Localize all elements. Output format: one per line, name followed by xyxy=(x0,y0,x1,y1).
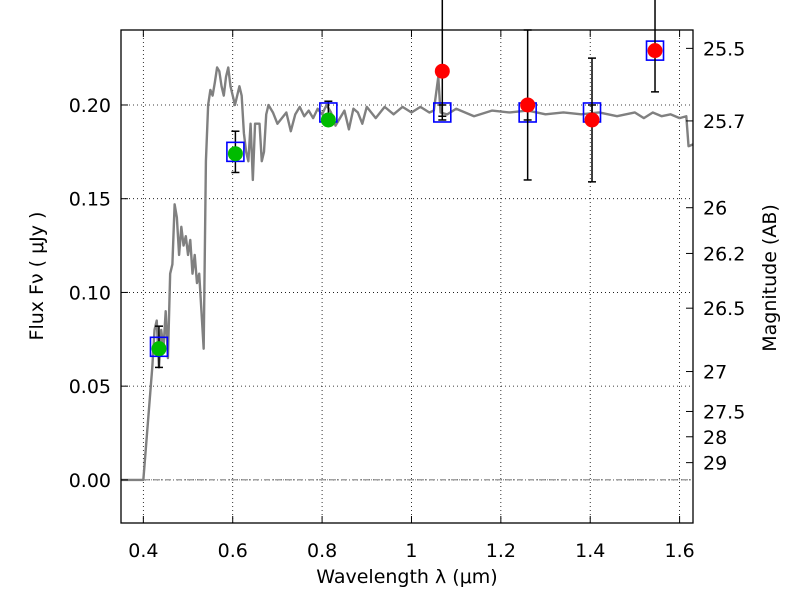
y-tick-label: 0.20 xyxy=(69,95,111,117)
x-tick-label: 0.8 xyxy=(307,540,337,562)
right-tick-label: 26 xyxy=(703,198,727,220)
right-tick-label: 26.5 xyxy=(703,298,745,320)
y-tick-label: 0.15 xyxy=(69,189,111,211)
photometry-points xyxy=(149,0,665,369)
x-axis-label: Wavelength λ (μm) xyxy=(316,566,497,588)
x-tick-label: 0.6 xyxy=(218,540,248,562)
model-spectrum xyxy=(121,66,694,482)
right-tick-label: 25.7 xyxy=(703,111,745,133)
plot-frame xyxy=(120,29,694,524)
y-axis-label: Flux Fν ( μJy ) xyxy=(26,212,48,341)
y-tick-label: 0.05 xyxy=(69,376,111,398)
right-tick-label: 26.2 xyxy=(703,243,745,265)
x-tick-label: 1.4 xyxy=(575,540,605,562)
x-tick-label: 0.4 xyxy=(128,540,158,562)
red-point xyxy=(434,63,450,79)
right-axis-label: Magnitude (AB) xyxy=(759,204,781,352)
model-spectrum-line xyxy=(121,66,694,482)
green-point xyxy=(320,112,336,128)
y-tick-label: 0.00 xyxy=(69,470,111,492)
x-tick-label: 1.6 xyxy=(664,540,694,562)
green-point xyxy=(151,341,167,357)
axis-ticks xyxy=(121,30,693,523)
x-tick-label: 1 xyxy=(405,540,417,562)
right-tick-label: 27.5 xyxy=(703,401,745,423)
blue-square-marker xyxy=(226,141,245,163)
right-tick-label: 28 xyxy=(703,427,727,449)
right-tick-label: 25.5 xyxy=(703,38,745,60)
right-tick-label: 27 xyxy=(703,362,727,384)
green-point xyxy=(227,146,243,162)
blue-square-marker xyxy=(149,336,169,358)
red-point xyxy=(647,43,663,59)
y-tick-label: 0.10 xyxy=(69,282,111,304)
right-tick-label: 29 xyxy=(703,453,727,475)
tick-labels: 0.4 0.6 0.8 1 1.2 1.4 1.6 0.00 0.05 0.10 0.15 0.20 2… xyxy=(69,38,746,562)
x-tick-label: 1.2 xyxy=(486,540,516,562)
red-point xyxy=(584,112,600,128)
red-point xyxy=(520,97,536,113)
